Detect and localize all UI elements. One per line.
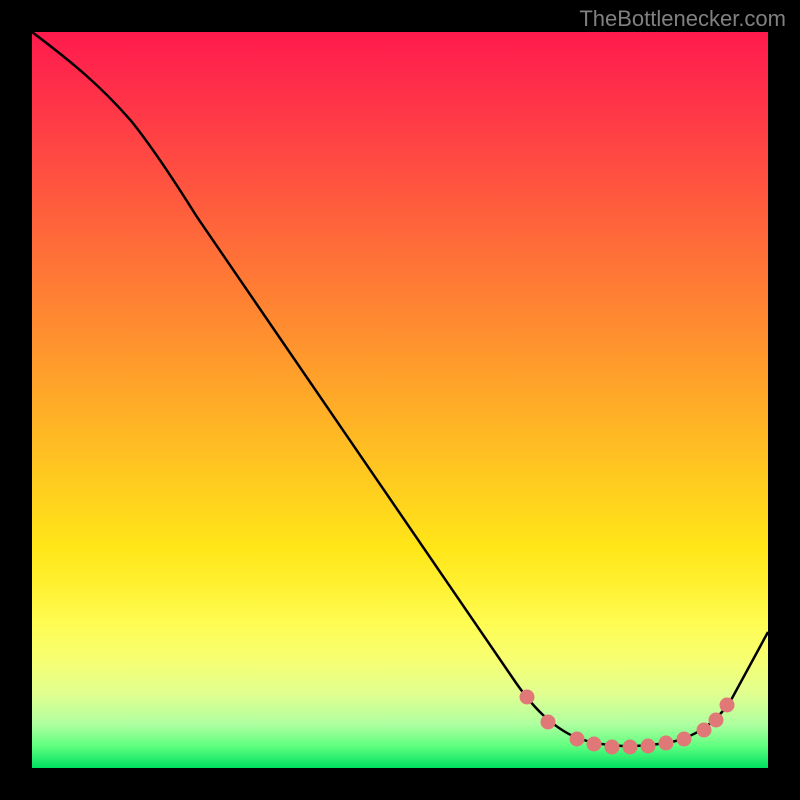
marker-point [697,723,711,737]
marker-point [587,737,601,751]
marker-point [570,732,584,746]
marker-point [720,698,734,712]
marker-point [677,732,691,746]
marker-point [709,713,723,727]
marker-point [623,740,637,754]
watermark-text: TheBottlenecker.com [579,6,786,32]
chart-background [32,32,768,768]
marker-point [641,739,655,753]
chart-container [32,32,768,768]
marker-point [605,740,619,754]
marker-point [659,736,673,750]
marker-point [541,715,555,729]
chart-svg [32,32,768,768]
marker-point [520,690,534,704]
